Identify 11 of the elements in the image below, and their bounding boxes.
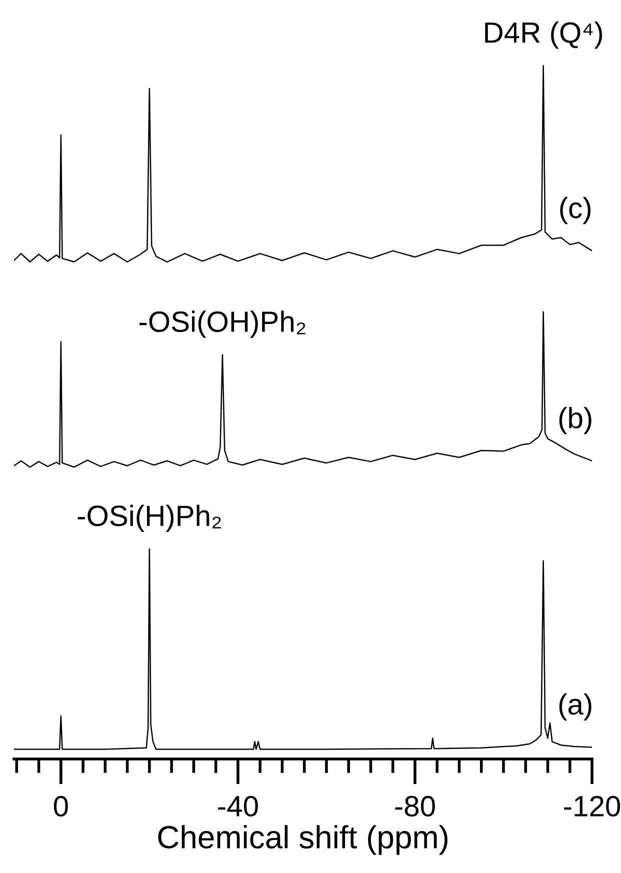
annotation: -OSi(H)Ph₂ (78, 504, 221, 532)
x-tick-label: -80 (395, 796, 435, 817)
x-tick-label: -40 (218, 796, 258, 817)
annotation: (a) (559, 693, 592, 721)
annotation: (c) (560, 196, 591, 224)
x-tick-label: -120 (564, 796, 620, 817)
x-tick-label: 0 (54, 796, 68, 817)
annotation: (b) (559, 407, 592, 434)
x-axis-title: Chemical shift (ppm) (158, 825, 448, 855)
annotation: D4R (Q⁴) (485, 22, 602, 49)
annotation: -OSi(OH)Ph₂ (139, 310, 306, 338)
